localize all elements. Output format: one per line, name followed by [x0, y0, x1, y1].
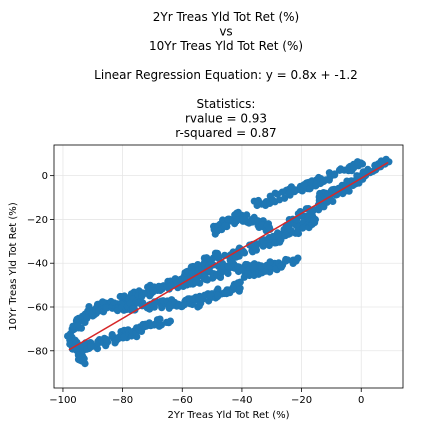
scatter-point: [294, 254, 302, 262]
scatter-point: [299, 224, 307, 232]
scatter-point: [236, 278, 244, 286]
x-tick-label: −80: [112, 395, 133, 406]
scatter-point: [103, 336, 111, 344]
scatter-point: [269, 196, 277, 204]
scatter-point: [233, 209, 241, 217]
scatter-point: [240, 249, 249, 257]
regression-line: [68, 161, 389, 351]
scatter-point: [139, 299, 147, 307]
scatter-point: [281, 194, 289, 202]
scatter-point: [81, 360, 89, 368]
title-line: Linear Regression Equation: y = 0.8x + -…: [94, 68, 358, 82]
scatter-point: [265, 241, 273, 250]
scatter-point: [284, 256, 292, 264]
scatter-point: [178, 275, 186, 283]
scatter-point: [83, 314, 91, 323]
scatter-point: [85, 303, 93, 311]
scatter-point: [174, 284, 182, 292]
scatter-point: [309, 206, 317, 214]
scatter-point: [277, 262, 285, 270]
scatter-point: [108, 331, 116, 339]
scatter-point: [300, 181, 308, 189]
plot-frame: [53, 144, 404, 389]
scatter-point: [87, 343, 95, 351]
scatter-point: [238, 266, 246, 274]
scatter-point: [93, 345, 102, 353]
scatter-point: [167, 282, 176, 290]
scatter-point: [203, 276, 211, 284]
y-tick-label: 0: [42, 171, 48, 182]
scatter-point: [221, 221, 229, 229]
y-axis-label: 10Yr Treas Yld Tot Ret (%): [8, 202, 19, 331]
y-tick-label: −60: [27, 303, 48, 314]
scatter-point: [382, 155, 390, 163]
scatter-point: [265, 224, 273, 232]
title-line: Statistics:: [197, 97, 256, 111]
scatter-point: [261, 267, 269, 275]
y-tick-label: −40: [27, 259, 48, 270]
scatter-point: [216, 268, 225, 276]
scatter-point: [214, 291, 222, 299]
x-axis-label: 2Yr Treas Yld Tot Ret (%): [167, 410, 289, 421]
scatter-point: [232, 253, 240, 261]
x-tick-label: 0: [358, 395, 364, 406]
y-tick-label: −20: [27, 215, 48, 226]
x-tick-label: −100: [49, 395, 76, 406]
scatter-points: [64, 155, 393, 368]
scatter-point: [99, 298, 107, 306]
scatter-point: [329, 197, 337, 205]
scatter-point: [320, 177, 328, 186]
y-tick-label: −80: [27, 346, 48, 357]
title-line: r-squared = 0.87: [175, 126, 276, 140]
scatter-point: [214, 285, 222, 293]
scatter-point: [166, 317, 174, 325]
regression-line-group: [68, 161, 389, 351]
y-axis-ticks: −80 −60 −40 −20 0: [27, 171, 54, 357]
scatter-point: [249, 263, 257, 271]
scatter-point: [151, 299, 159, 307]
scatter-point: [266, 258, 274, 266]
scatter-point: [310, 216, 318, 224]
scatter-point: [156, 315, 164, 323]
title-line: 10Yr Treas Yld Tot Ret (%): [149, 39, 303, 53]
scatter-point: [358, 160, 367, 168]
title-line: 2Yr Treas Yld Tot Ret (%): [153, 10, 299, 24]
scatter-point: [331, 170, 339, 178]
scatter-point: [285, 189, 293, 197]
scatter-point: [223, 290, 231, 298]
scatter-point: [244, 270, 252, 278]
x-axis-ticks: −100 −80 −60 −40 −20 0: [49, 388, 364, 406]
scatter-point: [214, 252, 222, 260]
x-tick-label: −60: [172, 395, 193, 406]
x-tick-label: −20: [291, 395, 312, 406]
scatter-point: [224, 262, 232, 270]
title-line: vs: [219, 25, 232, 39]
x-tick-label: −40: [231, 395, 252, 406]
scatter-point: [254, 196, 262, 205]
title-line: rvalue = 0.93: [185, 112, 267, 126]
